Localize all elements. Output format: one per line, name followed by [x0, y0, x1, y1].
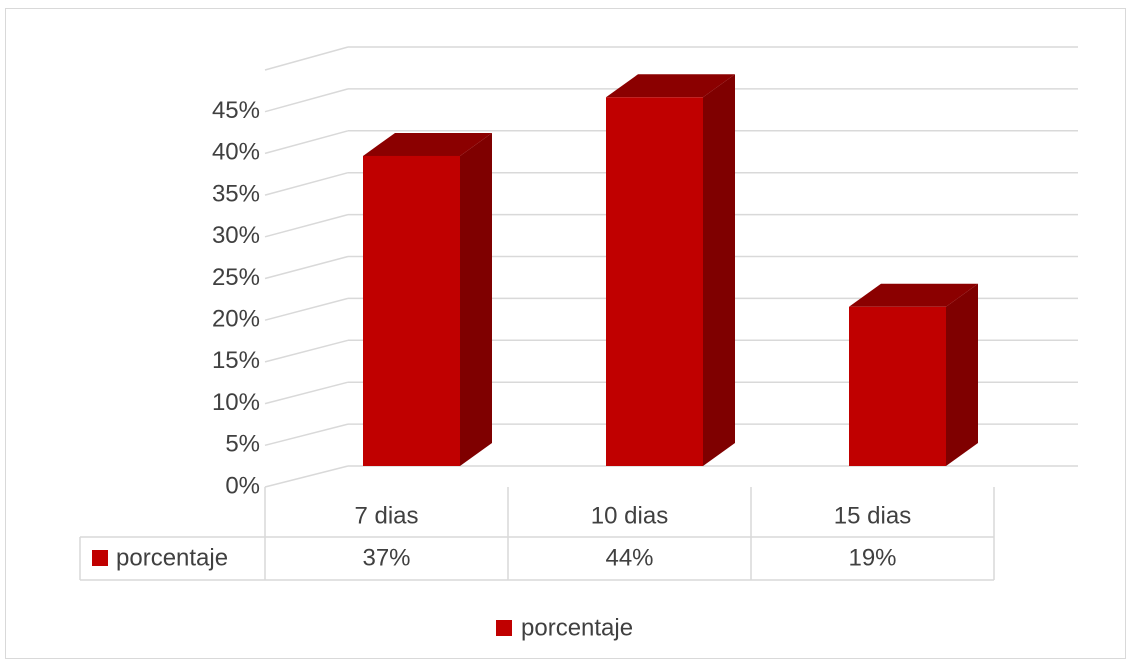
legend-swatch	[92, 550, 108, 566]
bar	[606, 97, 703, 466]
table-value: 37%	[362, 544, 410, 571]
grid-line	[264, 381, 349, 405]
y-tick-label: 5%	[225, 431, 260, 458]
bar	[363, 155, 460, 466]
grid-line	[264, 88, 349, 113]
grid-line	[264, 255, 349, 280]
y-tick-label: 0%	[225, 472, 260, 499]
bar-top	[363, 132, 492, 156]
y-tick-label: 15%	[212, 347, 260, 374]
grid-line	[264, 423, 349, 447]
y-tick-label: 30%	[212, 222, 260, 249]
y-tick-label: 40%	[212, 139, 260, 166]
grid-line	[264, 297, 349, 321]
grid-line	[264, 213, 349, 238]
table-series-label: porcentaje	[116, 544, 228, 571]
y-tick-label: 25%	[212, 264, 260, 291]
table-value: 19%	[848, 544, 896, 571]
bar-side	[946, 283, 978, 466]
bar	[849, 306, 946, 466]
grid-line	[264, 171, 349, 196]
y-tick-label: 45%	[212, 97, 260, 124]
table-value: 44%	[605, 544, 653, 571]
legend-label: porcentaje	[521, 614, 633, 641]
x-tick-label: 10 dias	[591, 502, 668, 529]
x-tick-label: 7 dias	[354, 502, 418, 529]
wall-edge	[264, 46, 349, 71]
grid-line	[264, 339, 349, 363]
bar-top	[606, 74, 735, 98]
grid-line	[264, 465, 349, 488]
x-tick-label: 15 dias	[834, 502, 911, 529]
legend-swatch	[496, 620, 512, 636]
y-tick-label: 35%	[212, 180, 260, 207]
bar-side	[460, 132, 492, 466]
bar-side	[703, 74, 735, 466]
grid-line	[264, 130, 349, 155]
bar-top	[849, 283, 978, 307]
y-tick-label: 20%	[212, 306, 260, 333]
y-tick-label: 10%	[212, 389, 260, 416]
